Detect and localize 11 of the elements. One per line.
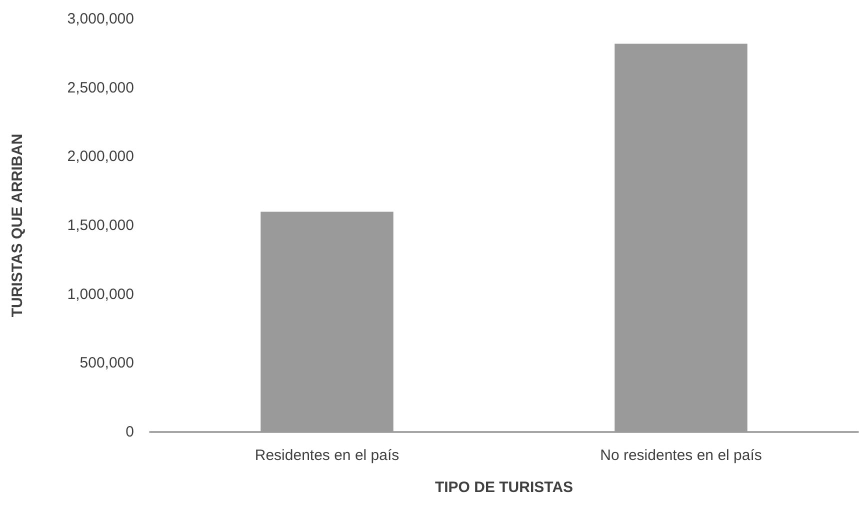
- y-tick-label: 1,000,000: [67, 286, 134, 303]
- x-axis-title: TIPO DE TURISTAS: [434, 479, 574, 496]
- y-tick-label: 0: [126, 424, 134, 440]
- y-tick-label: 1,500,000: [67, 217, 134, 234]
- y-axis-title: TURISTAS QUE ARRIBAN: [9, 134, 26, 318]
- y-tick-label: 2,500,000: [67, 79, 134, 96]
- x-tick-label: No residentes en el país: [600, 447, 762, 464]
- x-tick-label: Residentes en el país: [254, 447, 400, 464]
- y-tick-label: 2,000,000: [67, 148, 134, 166]
- y-tick-label: 500,000: [80, 354, 134, 372]
- y-tick-label: 3,000,000: [67, 10, 134, 28]
